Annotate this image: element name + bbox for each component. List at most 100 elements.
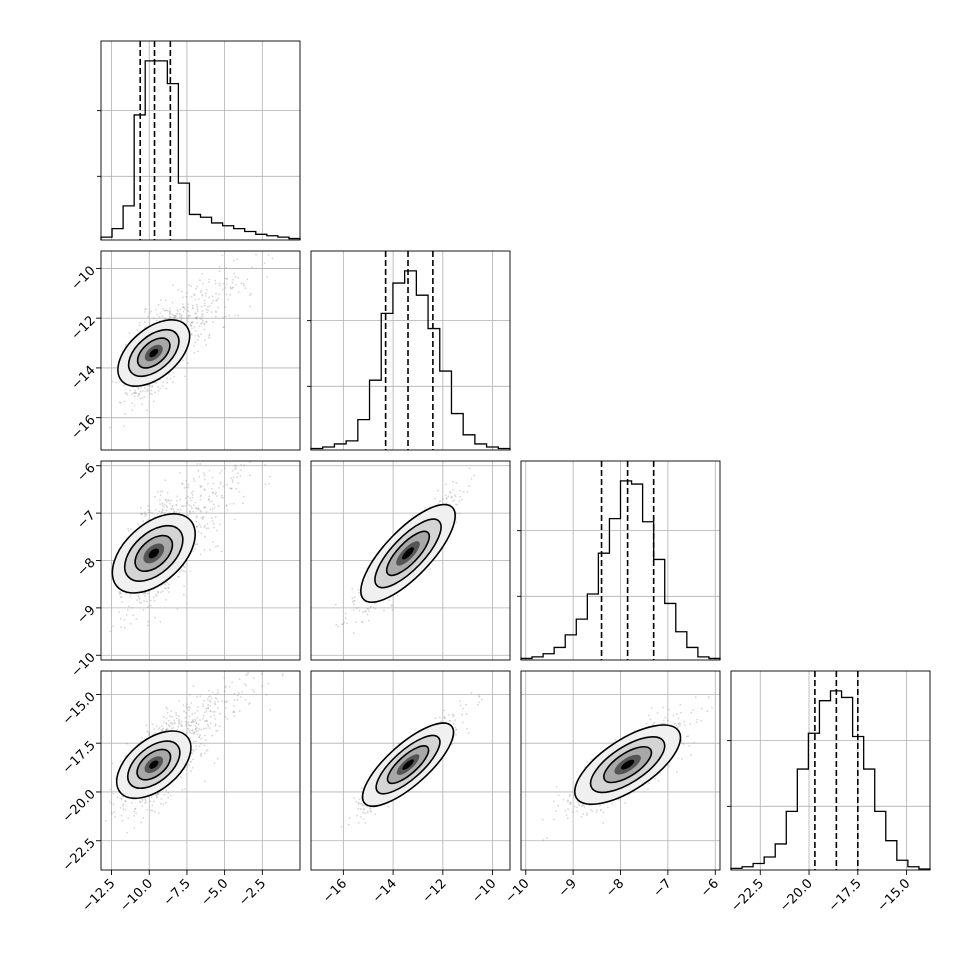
scatter-point [137, 387, 140, 390]
scatter-point [172, 284, 174, 287]
scatter-point [189, 314, 192, 317]
scatter-point [235, 283, 237, 286]
scatter-point [144, 594, 147, 597]
scatter-point [445, 496, 448, 499]
scatter-point [204, 292, 207, 295]
scatter-point [119, 807, 122, 809]
scatter-point [167, 499, 169, 501]
scatter-point [362, 611, 364, 613]
scatter-point [351, 597, 354, 600]
scatter-point [187, 727, 190, 730]
scatter-point [172, 375, 175, 378]
scatter-point [196, 306, 199, 308]
scatter-point [139, 397, 142, 400]
scatter-point [359, 807, 362, 810]
scatter-point [225, 267, 228, 269]
scatter-point [368, 619, 370, 622]
scatter-point [236, 476, 239, 479]
scatter-point [199, 291, 202, 294]
scatter-point [192, 732, 195, 735]
scatter-point [135, 812, 138, 815]
scatter-point [186, 495, 189, 498]
scatter-point [234, 314, 237, 317]
scatter-point [260, 242, 262, 244]
scatter-point [183, 566, 186, 569]
scatter-point [351, 600, 354, 603]
scatter-point [211, 520, 214, 522]
scatter-point [179, 308, 182, 311]
scatter-point [238, 710, 241, 712]
scatter-point [187, 763, 190, 766]
scatter-point [201, 320, 204, 322]
scatter-point [154, 732, 156, 734]
scatter-point [365, 610, 367, 613]
scatter-point [180, 319, 183, 321]
scatter-point [164, 729, 167, 732]
scatter-point [224, 686, 227, 689]
scatter-point [193, 352, 196, 354]
scatter-point [171, 313, 174, 316]
scatter-point [121, 819, 124, 822]
scatter-point [144, 798, 147, 800]
scatter-point [155, 594, 158, 597]
scatter-point [210, 311, 213, 313]
scatter-point [167, 792, 170, 794]
scatter-point [344, 612, 347, 615]
scatter-point [208, 699, 211, 702]
scatter-point [188, 730, 191, 732]
scatter-point [170, 710, 173, 712]
scatter-point [154, 496, 156, 498]
scatter-point [156, 793, 159, 795]
scatter-point [223, 326, 226, 328]
contour-level-2 [123, 524, 184, 582]
scatter-point [200, 516, 203, 519]
scatter-point [199, 526, 202, 528]
scatter-point [109, 788, 112, 791]
scatter-point [189, 761, 192, 763]
scatter-point [177, 725, 180, 728]
scatter-point [178, 721, 181, 724]
contour-level-3 [385, 530, 431, 577]
density-cell [149, 760, 159, 769]
scatter-point [158, 510, 161, 513]
scatter-point [207, 704, 210, 707]
scatter-point [203, 474, 206, 477]
scatter-point [188, 284, 190, 286]
scatter-point [119, 596, 122, 599]
scatter-point [219, 483, 222, 485]
scatter-point [452, 489, 454, 491]
scatter-point [150, 809, 153, 812]
scatter-point [105, 819, 107, 822]
scatter-point [424, 507, 426, 509]
scatter-point [148, 732, 151, 735]
scatter-point [195, 317, 198, 320]
scatter-point [181, 505, 183, 508]
scatter-point [221, 700, 223, 703]
scatter-point [252, 677, 255, 679]
scatter-point [233, 699, 236, 701]
scatter-point [112, 803, 115, 806]
scatter-point [204, 295, 207, 297]
scatter-point [159, 490, 162, 493]
scatter-point [187, 706, 190, 708]
scatter-point [281, 674, 284, 677]
scatter-point [187, 317, 190, 319]
scatter-point [247, 703, 250, 705]
scatter-point [459, 700, 462, 703]
scatter-point [131, 409, 134, 412]
scatter-point [158, 792, 161, 794]
scatter-point [165, 599, 167, 601]
scatter-point [201, 293, 204, 296]
scatter-point [155, 795, 158, 798]
scatter-point [222, 485, 225, 488]
scatter-point [193, 480, 196, 483]
scatter-point [199, 509, 202, 512]
histogram-4 [730, 690, 931, 870]
scatter-point [229, 503, 232, 505]
scatter-point [224, 277, 226, 280]
scatter-point [269, 708, 271, 711]
scatter-point [204, 524, 207, 527]
scatter-point [226, 700, 228, 703]
scatter-point [115, 381, 117, 384]
scatter-point [208, 305, 211, 307]
